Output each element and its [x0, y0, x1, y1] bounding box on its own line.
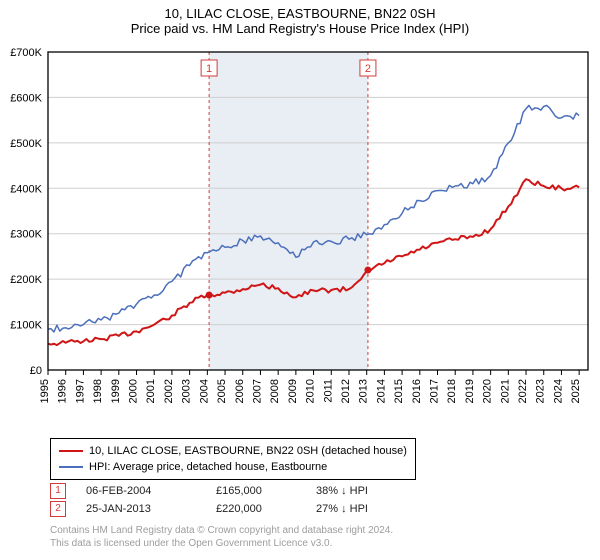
- svg-text:2025: 2025: [570, 379, 582, 403]
- chart-container: 10, LILAC CLOSE, EASTBOURNE, BN22 0SH Pr…: [0, 0, 600, 560]
- sale-marker: 1: [50, 483, 66, 499]
- subtitle: Price paid vs. HM Land Registry's House …: [0, 21, 600, 36]
- svg-text:£700K: £700K: [10, 47, 42, 59]
- svg-text:2023: 2023: [535, 379, 547, 403]
- title-block: 10, LILAC CLOSE, EASTBOURNE, BN22 0SH Pr…: [0, 0, 600, 36]
- footnote-line-2: This data is licensed under the Open Gov…: [50, 537, 393, 550]
- svg-text:1998: 1998: [92, 379, 104, 403]
- svg-text:2004: 2004: [198, 379, 210, 403]
- svg-text:£300K: £300K: [10, 229, 42, 241]
- footnote-line-1: Contains HM Land Registry data © Crown c…: [50, 524, 393, 537]
- svg-text:£500K: £500K: [10, 138, 42, 150]
- svg-text:2014: 2014: [375, 379, 387, 403]
- svg-text:2: 2: [365, 63, 371, 75]
- svg-text:2010: 2010: [305, 379, 317, 403]
- legend-row: 10, LILAC CLOSE, EASTBOURNE, BN22 0SH (d…: [59, 443, 407, 459]
- svg-text:2011: 2011: [322, 379, 334, 403]
- svg-text:2020: 2020: [482, 379, 494, 403]
- legend: 10, LILAC CLOSE, EASTBOURNE, BN22 0SH (d…: [50, 438, 416, 480]
- svg-text:2018: 2018: [446, 379, 458, 403]
- svg-text:2007: 2007: [251, 379, 263, 403]
- svg-text:2017: 2017: [429, 379, 441, 403]
- legend-label: 10, LILAC CLOSE, EASTBOURNE, BN22 0SH (d…: [89, 445, 407, 457]
- svg-text:2013: 2013: [358, 379, 370, 403]
- sale-date: 06-FEB-2004: [86, 482, 216, 500]
- sale-marker: 2: [50, 501, 66, 517]
- sale-date: 25-JAN-2013: [86, 500, 216, 518]
- legend-swatch: [59, 450, 83, 452]
- svg-text:2021: 2021: [499, 379, 511, 403]
- svg-text:£0: £0: [30, 365, 42, 377]
- svg-text:2001: 2001: [145, 379, 157, 403]
- svg-text:1: 1: [206, 63, 212, 75]
- legend-swatch: [59, 466, 83, 468]
- sales-table: 1 06-FEB-2004£165,00038% ↓ HPI 2 25-JAN-201…: [50, 482, 368, 518]
- svg-text:£100K: £100K: [10, 320, 42, 332]
- footnote: Contains HM Land Registry data © Crown c…: [50, 524, 393, 550]
- svg-text:2019: 2019: [464, 379, 476, 403]
- chart-area: £0 £100K £200K £300K £400K £500K £600K £700K 199…: [0, 44, 600, 424]
- svg-text:2000: 2000: [128, 379, 140, 403]
- svg-text:2002: 2002: [163, 379, 175, 403]
- svg-text:£600K: £600K: [10, 92, 42, 104]
- svg-text:2003: 2003: [181, 379, 193, 403]
- svg-text:2012: 2012: [340, 379, 352, 403]
- sale-price: £165,000: [216, 482, 316, 500]
- svg-text:2009: 2009: [287, 379, 299, 403]
- main-title: 10, LILAC CLOSE, EASTBOURNE, BN22 0SH: [0, 6, 600, 21]
- svg-text:2024: 2024: [552, 379, 564, 403]
- legend-row: HPI: Average price, detached house, East…: [59, 459, 407, 475]
- legend-label: HPI: Average price, detached house, East…: [89, 461, 327, 473]
- svg-text:2015: 2015: [393, 379, 405, 403]
- sale-delta: 38% ↓ HPI: [316, 482, 368, 500]
- svg-text:2008: 2008: [269, 379, 281, 403]
- svg-text:£400K: £400K: [10, 183, 42, 195]
- svg-text:1996: 1996: [57, 379, 69, 403]
- svg-text:2016: 2016: [411, 379, 423, 403]
- sale-row: 2 25-JAN-2013£220,00027% ↓ HPI: [50, 500, 368, 518]
- svg-text:2022: 2022: [517, 379, 529, 403]
- svg-text:1995: 1995: [39, 379, 51, 403]
- sale-delta: 27% ↓ HPI: [316, 500, 368, 518]
- sale-row: 1 06-FEB-2004£165,00038% ↓ HPI: [50, 482, 368, 500]
- svg-text:1997: 1997: [74, 379, 86, 403]
- svg-text:1999: 1999: [110, 379, 122, 403]
- svg-text:2005: 2005: [216, 379, 228, 403]
- svg-text:£200K: £200K: [10, 274, 42, 286]
- line-chart: £0 £100K £200K £300K £400K £500K £600K £700K 199…: [0, 44, 600, 424]
- svg-text:2006: 2006: [234, 379, 246, 403]
- sale-price: £220,000: [216, 500, 316, 518]
